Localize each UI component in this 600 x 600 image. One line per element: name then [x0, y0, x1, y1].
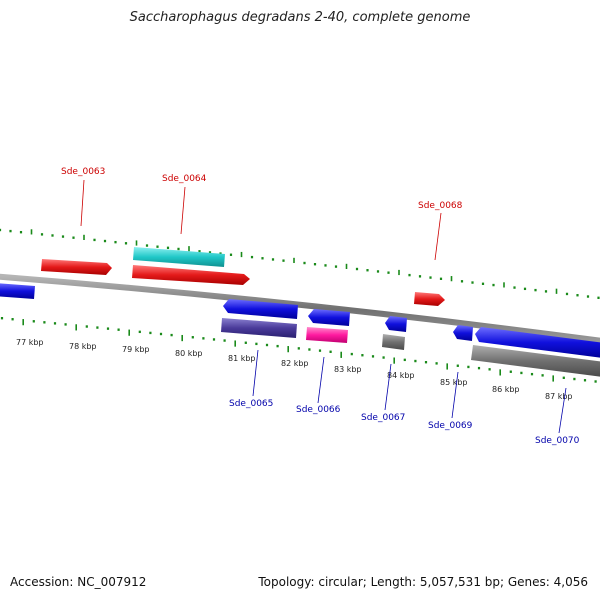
- scale-label: 78 kbp: [69, 342, 97, 351]
- label-line-sde-0064: [180, 186, 186, 235]
- rna-feature-gray-small[interactable]: [382, 334, 405, 350]
- upper-scale-ticks: [0, 228, 600, 300]
- genome-backbone: [0, 273, 600, 344]
- scale-label: 87 kbp: [545, 392, 573, 401]
- label-line-sde-0070: [558, 387, 567, 434]
- scale-label: 81 kbp: [228, 354, 256, 363]
- gene-label-sde-0069[interactable]: Sde_0069: [428, 421, 473, 431]
- scale-label: 82 kbp: [281, 359, 309, 368]
- label-line-sde-0067: [384, 363, 392, 411]
- gene-sde-0069-arrow[interactable]: [453, 325, 473, 341]
- gene-sde-0068-arrow[interactable]: [414, 292, 445, 306]
- gene-label-sde-0068[interactable]: Sde_0068: [418, 201, 463, 211]
- gene-sde-0064-arrow[interactable]: [132, 265, 250, 285]
- gene-sde-0066-arrow[interactable]: [308, 309, 350, 326]
- scale-label: 83 kbp: [334, 365, 362, 374]
- label-line-sde-0068: [434, 212, 442, 261]
- rna-feature-magenta[interactable]: [306, 327, 348, 343]
- gene-label-sde-0064[interactable]: Sde_0064: [162, 174, 207, 184]
- scale-label: 85 kbp: [440, 378, 468, 387]
- label-line-sde-0066: [317, 356, 325, 404]
- gene-label-sde-0066[interactable]: Sde_0066: [296, 405, 341, 415]
- gene-label-sde-0063[interactable]: Sde_0063: [61, 167, 105, 177]
- scale-label: 80 kbp: [175, 349, 203, 358]
- scale-label: 86 kbp: [492, 385, 520, 394]
- label-line-sde-0065: [252, 349, 259, 397]
- accession-text: Accession: NC_007912: [10, 575, 147, 589]
- gene-sde-0063-arrow[interactable]: [41, 259, 112, 275]
- gene-label-sde-0067[interactable]: Sde_0067: [361, 413, 405, 423]
- gene-sde-0065-arrow[interactable]: [223, 299, 298, 319]
- rna-feature-cyan[interactable]: [133, 247, 225, 267]
- scale-label: 77 kbp: [16, 338, 44, 347]
- genome-summary-text: Topology: circular; Length: 5,057,531 bp…: [258, 575, 588, 589]
- lower-scale-ticks: [0, 316, 597, 383]
- scale-label: 84 kbp: [387, 371, 415, 380]
- rna-feature-purple[interactable]: [221, 318, 297, 338]
- rna-feature-gray-large[interactable]: [471, 345, 600, 377]
- gene-left-edge-arrow[interactable]: [0, 283, 35, 299]
- scale-labels: 77 kbp 78 kbp 79 kbp 80 kbp 81 kbp 82 kbp 83 k…: [16, 338, 573, 401]
- gene-sde-0067-arrow[interactable]: [385, 316, 407, 332]
- label-line-sde-0069: [451, 371, 459, 419]
- scale-label: 79 kbp: [122, 345, 150, 354]
- label-line-sde-0063: [80, 179, 85, 227]
- gene-sde-0070-arrow[interactable]: [475, 327, 600, 358]
- map-title: Saccharophagus degradans 2-40, complete …: [129, 10, 471, 25]
- gene-label-sde-0070[interactable]: Sde_0070: [535, 436, 580, 446]
- gene-label-sde-0065[interactable]: Sde_0065: [229, 399, 273, 409]
